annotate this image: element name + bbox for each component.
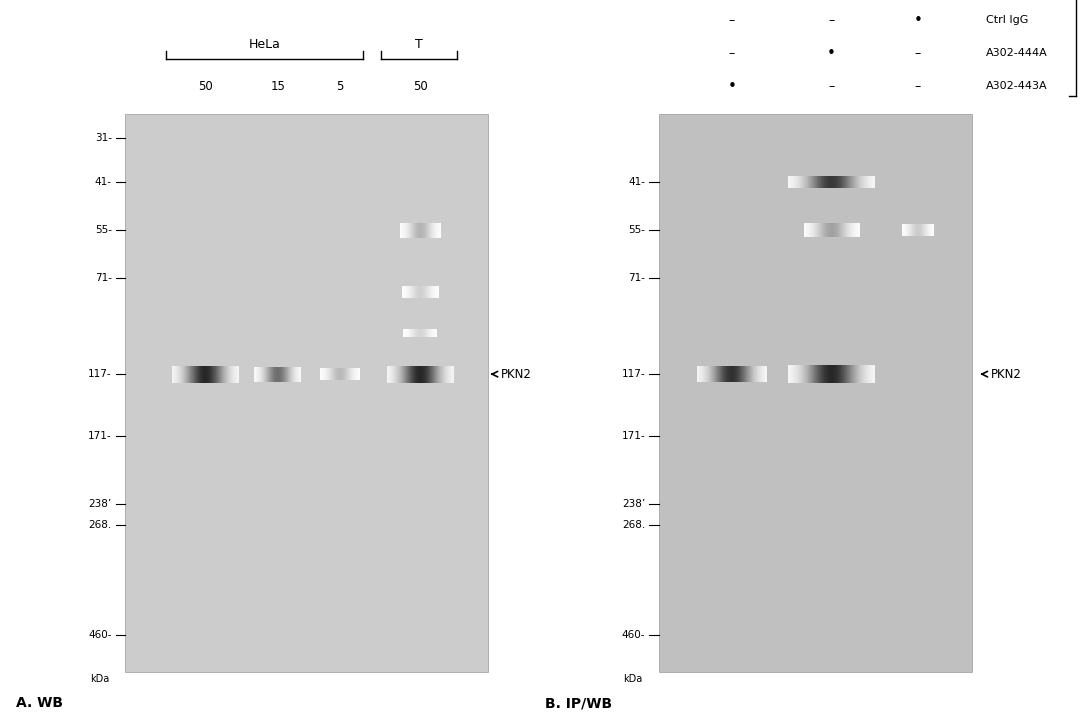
Text: 238’: 238’ bbox=[89, 499, 112, 509]
Text: 31-: 31- bbox=[95, 133, 112, 143]
Text: 71-: 71- bbox=[629, 273, 646, 283]
Text: 41-: 41- bbox=[95, 177, 112, 187]
Text: PKN2: PKN2 bbox=[991, 368, 1022, 381]
Text: A302-443A: A302-443A bbox=[986, 81, 1048, 91]
Text: 268.: 268. bbox=[622, 520, 646, 530]
Text: 50: 50 bbox=[198, 80, 213, 93]
Text: 171-: 171- bbox=[622, 431, 646, 441]
Text: 117-: 117- bbox=[622, 369, 646, 379]
Text: 117-: 117- bbox=[89, 369, 112, 379]
Text: –: – bbox=[915, 47, 921, 60]
Text: 15: 15 bbox=[270, 80, 285, 93]
Text: PKN2: PKN2 bbox=[501, 368, 531, 381]
Text: A302-444A: A302-444A bbox=[986, 49, 1048, 59]
Text: T: T bbox=[415, 39, 423, 51]
Text: 41-: 41- bbox=[629, 177, 646, 187]
Text: A. WB: A. WB bbox=[16, 696, 63, 710]
Text: 460-: 460- bbox=[622, 630, 646, 640]
Bar bbox=[659, 114, 972, 673]
Text: 460-: 460- bbox=[89, 630, 112, 640]
Text: HeLa: HeLa bbox=[248, 39, 281, 51]
Bar bbox=[125, 114, 488, 673]
Text: –: – bbox=[729, 14, 734, 27]
Text: –: – bbox=[828, 14, 835, 27]
Text: 171-: 171- bbox=[89, 431, 112, 441]
Text: 268.: 268. bbox=[89, 520, 112, 530]
Text: –: – bbox=[915, 80, 921, 93]
Text: B. IP/WB: B. IP/WB bbox=[545, 696, 612, 710]
Text: kDa: kDa bbox=[623, 674, 643, 684]
Text: •: • bbox=[827, 46, 836, 61]
Text: 55-: 55- bbox=[95, 225, 112, 235]
Text: Ctrl IgG: Ctrl IgG bbox=[986, 16, 1028, 26]
Text: 5: 5 bbox=[336, 80, 343, 93]
Text: 71-: 71- bbox=[95, 273, 112, 283]
Text: kDa: kDa bbox=[90, 674, 109, 684]
Text: 55-: 55- bbox=[629, 225, 646, 235]
Text: 50: 50 bbox=[413, 80, 428, 93]
Text: •: • bbox=[727, 79, 737, 94]
Text: –: – bbox=[828, 80, 835, 93]
Text: –: – bbox=[729, 47, 734, 60]
Text: 238’: 238’ bbox=[622, 499, 646, 509]
Text: •: • bbox=[914, 13, 922, 28]
